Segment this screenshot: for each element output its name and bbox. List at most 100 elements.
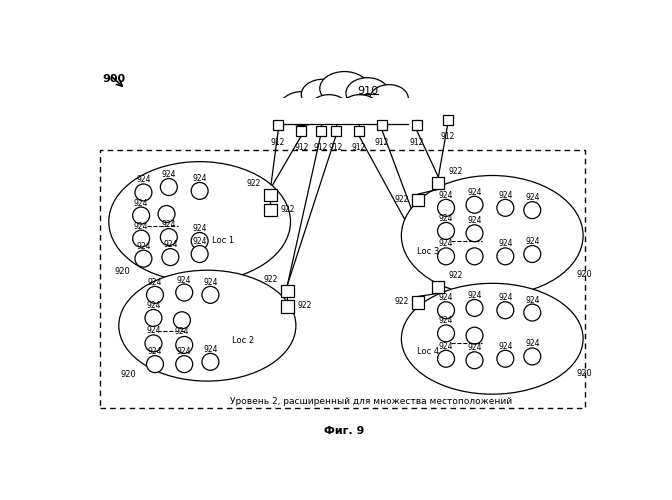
Circle shape [202, 286, 219, 304]
Circle shape [158, 206, 175, 222]
Bar [99, 150, 585, 408]
Circle shape [191, 232, 208, 250]
Circle shape [523, 202, 541, 218]
Ellipse shape [370, 84, 409, 112]
Text: Loc 3: Loc 3 [417, 247, 439, 256]
Bar [282, 300, 294, 312]
Circle shape [437, 325, 454, 342]
Text: 924: 924 [148, 347, 162, 356]
Circle shape [523, 348, 541, 365]
Circle shape [161, 178, 177, 196]
Ellipse shape [119, 270, 296, 381]
Ellipse shape [346, 78, 389, 108]
Text: 924: 924 [439, 214, 454, 223]
Bar [331, 126, 341, 136]
Text: 922: 922 [247, 178, 261, 188]
Text: 924: 924 [525, 237, 540, 246]
Circle shape [437, 222, 454, 240]
Text: 924: 924 [163, 240, 177, 249]
Text: 922: 922 [448, 167, 462, 176]
Ellipse shape [109, 162, 290, 282]
Bar [432, 281, 444, 293]
Text: 910: 910 [357, 86, 378, 96]
Circle shape [176, 356, 193, 372]
Circle shape [437, 248, 454, 265]
Text: 924: 924 [192, 224, 207, 233]
Text: Loc 1: Loc 1 [212, 236, 234, 246]
Text: 924: 924 [134, 198, 149, 207]
Bar [354, 126, 364, 136]
Text: 924: 924 [439, 191, 454, 200]
Text: Уровень 2, расширенный для множества местоположений: Уровень 2, расширенный для множества мес… [230, 396, 511, 406]
Text: 900: 900 [103, 74, 126, 84]
Circle shape [145, 310, 162, 326]
Circle shape [132, 230, 150, 247]
Circle shape [497, 350, 514, 367]
Circle shape [146, 286, 163, 304]
Ellipse shape [401, 176, 583, 296]
Text: Loc 4: Loc 4 [417, 347, 439, 356]
Text: 924: 924 [498, 293, 513, 302]
Text: 924: 924 [525, 193, 540, 202]
Ellipse shape [310, 94, 348, 122]
Text: 924: 924 [439, 240, 454, 248]
Text: 912: 912 [313, 143, 328, 152]
Circle shape [466, 300, 483, 316]
Text: 924: 924 [467, 291, 482, 300]
Bar [432, 177, 444, 190]
Circle shape [145, 335, 162, 352]
Text: 920: 920 [577, 270, 593, 279]
Text: 924: 924 [439, 342, 454, 351]
Text: 924: 924 [467, 216, 482, 225]
Circle shape [135, 184, 152, 201]
Circle shape [146, 356, 163, 372]
Circle shape [191, 182, 208, 200]
Circle shape [437, 302, 454, 318]
Circle shape [132, 207, 150, 224]
Text: 912: 912 [375, 138, 389, 147]
Text: 924: 924 [525, 340, 540, 348]
Ellipse shape [341, 94, 379, 122]
Circle shape [135, 250, 152, 267]
Circle shape [437, 200, 454, 216]
Text: 912: 912 [352, 143, 366, 152]
Text: 924: 924 [134, 222, 149, 230]
Text: 924: 924 [467, 188, 482, 196]
Text: 924: 924 [175, 327, 190, 336]
Circle shape [202, 354, 219, 370]
Ellipse shape [301, 79, 345, 110]
Text: 924: 924 [467, 344, 482, 352]
Text: 912: 912 [294, 143, 308, 152]
Text: 924: 924 [439, 316, 454, 326]
Text: 922: 922 [263, 275, 278, 284]
Text: 924: 924 [161, 220, 176, 229]
Text: 922: 922 [448, 271, 462, 280]
Text: 912: 912 [271, 138, 286, 147]
Circle shape [497, 248, 514, 265]
Text: 924: 924 [439, 293, 454, 302]
Circle shape [466, 352, 483, 369]
Bar [282, 285, 294, 297]
Text: Loc 2: Loc 2 [233, 336, 255, 345]
Circle shape [173, 312, 190, 328]
Text: 924: 924 [177, 347, 192, 356]
Circle shape [523, 246, 541, 262]
Bar [274, 120, 283, 130]
Circle shape [466, 225, 483, 242]
Bar [412, 194, 425, 206]
Text: 924: 924 [192, 174, 207, 183]
Text: 924: 924 [177, 276, 192, 284]
Text: 924: 924 [146, 326, 161, 336]
Circle shape [523, 304, 541, 321]
Text: 920: 920 [577, 368, 593, 378]
Circle shape [176, 284, 193, 301]
Text: 920: 920 [115, 267, 130, 276]
Bar [412, 120, 422, 130]
Circle shape [497, 302, 514, 318]
Text: 924: 924 [498, 240, 513, 248]
Bar [443, 115, 452, 125]
Bar [264, 188, 277, 201]
Text: 924: 924 [136, 176, 151, 184]
Bar [316, 126, 325, 136]
Text: Фиг. 9: Фиг. 9 [324, 426, 365, 436]
